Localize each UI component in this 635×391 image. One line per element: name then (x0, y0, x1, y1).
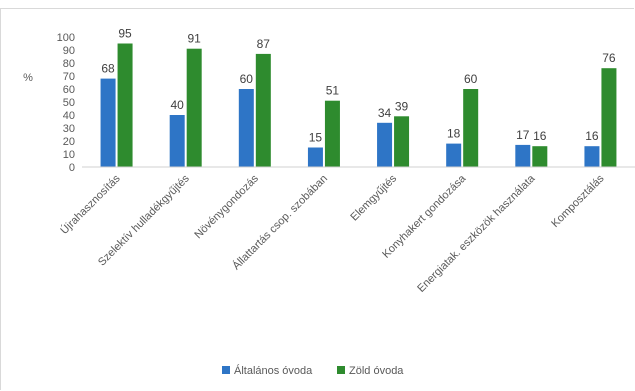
category-label: Újrahasznosítás (58, 172, 123, 237)
data-label: 87 (257, 37, 271, 51)
bars (100, 43, 617, 168)
y-axis-unit-label: % (23, 72, 33, 84)
data-label: 40 (171, 98, 185, 112)
data-label: 18 (447, 127, 461, 141)
data-label: 76 (602, 51, 616, 65)
bar-altalanos (446, 143, 462, 167)
y-tick-label: 50 (63, 97, 75, 109)
bar-zold (186, 48, 202, 168)
bar-altalanos (238, 89, 254, 167)
bar-altalanos (584, 146, 600, 167)
legend-label: Zöld óvoda (349, 365, 404, 377)
bar-zold (255, 53, 271, 167)
legend: Általános óvoda Zöld óvoda (222, 364, 404, 377)
y-tick-label: 80 (63, 58, 75, 70)
bar-altalanos (169, 115, 185, 167)
data-label: 91 (188, 32, 202, 46)
bar-zold (394, 116, 410, 167)
y-tick-label: 40 (63, 110, 75, 122)
legend-label: Általános óvoda (234, 364, 313, 377)
y-tick-label: 100 (57, 32, 75, 44)
data-label: 16 (585, 129, 599, 143)
chart-border (0, 8, 634, 390)
data-label: 16 (533, 129, 547, 143)
bar-zold (117, 43, 133, 167)
y-tick-label: 90 (63, 45, 75, 57)
bar-altalanos (100, 78, 116, 167)
data-label: 60 (464, 72, 478, 86)
bar-altalanos (307, 147, 323, 167)
y-tick-label: 60 (63, 84, 75, 96)
y-tick-label: 20 (63, 136, 75, 148)
legend-swatch (222, 366, 230, 374)
y-tick-label: 0 (69, 162, 75, 174)
y-tick-label: 70 (63, 71, 75, 83)
y-tick-label: 10 (63, 149, 75, 161)
bar-altalanos (377, 122, 393, 167)
bar-zold (324, 100, 340, 167)
bar-zold (463, 89, 479, 167)
category-label: Komposztálás (549, 172, 607, 230)
data-label: 95 (118, 27, 132, 41)
data-label: 34 (378, 106, 392, 120)
legend-swatch (337, 366, 345, 374)
bar-zold (601, 68, 617, 167)
data-label: 60 (240, 72, 254, 86)
category-label: Energiatak. eszközök használata (415, 172, 538, 295)
data-label: 39 (395, 99, 409, 113)
data-label: 17 (516, 128, 530, 142)
category-label: Növénygondozás (192, 172, 261, 241)
data-label: 68 (101, 62, 115, 76)
category-label: Elemgyűjtés (348, 172, 399, 223)
bar-altalanos (515, 144, 531, 167)
bar-zold (532, 146, 548, 167)
data-label: 51 (326, 84, 340, 98)
y-tick-label: 30 (63, 123, 75, 135)
data-label: 15 (309, 131, 323, 145)
